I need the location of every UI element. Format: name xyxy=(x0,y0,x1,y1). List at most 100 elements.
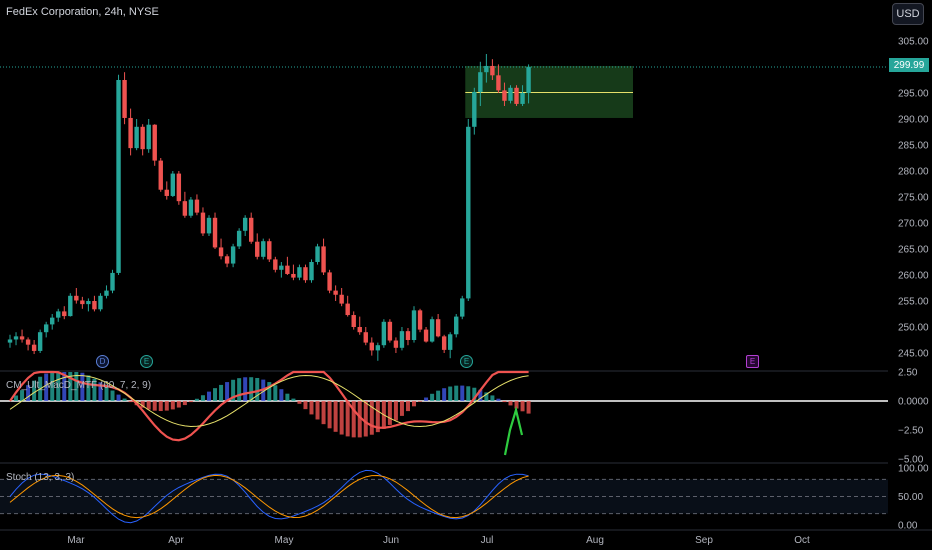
macd-histogram-bar xyxy=(249,377,254,401)
candle-body xyxy=(327,272,332,291)
macd-histogram-bar xyxy=(405,401,410,412)
macd-histogram-bar xyxy=(363,401,368,437)
candle xyxy=(496,64,501,93)
macd-histogram-bar xyxy=(140,401,145,408)
candle xyxy=(194,194,200,216)
candle-body xyxy=(351,315,356,327)
candle-body xyxy=(25,339,31,345)
macd-axis-tick: 0.0000 xyxy=(898,397,929,408)
macd-histogram-bar xyxy=(442,388,447,401)
chart-title: FedEx Corporation, 24h, NYSE xyxy=(6,6,159,18)
candle xyxy=(429,316,435,343)
macd-histogram-bar xyxy=(327,401,332,429)
candle-body xyxy=(381,321,387,346)
candle xyxy=(56,308,61,322)
candle xyxy=(460,295,465,320)
candle xyxy=(399,327,405,351)
candle-body xyxy=(37,332,43,351)
macd-histogram-bar xyxy=(158,401,163,412)
candle-body xyxy=(387,321,393,341)
candle-body xyxy=(399,331,405,348)
candle xyxy=(182,191,188,218)
stoch-indicator-label[interactable]: Stoch (13, 3, 3) xyxy=(6,472,75,483)
macd-histogram-bar xyxy=(20,390,25,401)
candle-body xyxy=(363,332,368,343)
candle xyxy=(472,87,477,135)
macd-histogram-bar xyxy=(32,380,37,401)
currency-button[interactable]: USD xyxy=(892,3,924,25)
candle xyxy=(146,119,151,153)
candle-body xyxy=(74,295,79,301)
candle xyxy=(327,269,332,294)
earnings-event-icon[interactable]: E xyxy=(460,355,473,368)
macd-signal-line xyxy=(9,374,529,428)
candle-body xyxy=(7,339,13,343)
macd-histogram-bar xyxy=(424,397,429,401)
candle xyxy=(25,337,31,351)
candle-body xyxy=(31,344,37,351)
candle xyxy=(279,262,284,278)
candle xyxy=(62,306,67,320)
macd-histogram-bar xyxy=(164,401,169,411)
macd-axis-tick: 2.50 xyxy=(898,368,918,379)
candle-body xyxy=(508,87,513,101)
candle xyxy=(321,238,326,275)
candle-body xyxy=(502,90,507,101)
candle xyxy=(345,295,350,317)
candle-body xyxy=(152,124,157,161)
candle-body xyxy=(267,241,272,260)
macd-histogram-bar xyxy=(188,401,193,403)
dividend-event-icon[interactable]: D xyxy=(96,355,109,368)
macd-histogram-bar xyxy=(116,394,121,401)
price-axis-tick: 270.00 xyxy=(898,219,929,230)
upcoming-earnings-event-icon[interactable]: E xyxy=(746,355,759,368)
candle xyxy=(134,119,139,151)
candle xyxy=(43,321,49,338)
candle-body xyxy=(345,303,350,316)
candle-body xyxy=(194,199,200,213)
candle-body xyxy=(490,65,495,76)
candle-body xyxy=(170,173,176,196)
candle-body xyxy=(466,126,471,299)
candle xyxy=(297,264,302,281)
candle xyxy=(37,329,43,353)
macd-histogram-bar xyxy=(213,388,218,401)
macd-histogram-bar xyxy=(279,389,284,401)
candle xyxy=(351,311,356,330)
macd-histogram-bar xyxy=(303,401,308,410)
macd-histogram-bar xyxy=(194,398,199,401)
candle xyxy=(466,119,471,301)
macd-histogram-bar xyxy=(297,401,302,404)
candle-body xyxy=(460,298,465,317)
candle xyxy=(212,212,218,249)
candle-body xyxy=(182,201,188,216)
macd-histogram-bar xyxy=(472,387,477,401)
price-axis-tick: 275.00 xyxy=(898,193,929,204)
candle xyxy=(441,334,447,353)
macd-histogram-bar xyxy=(219,384,224,401)
macd-histogram-bar xyxy=(387,401,392,425)
candle-body xyxy=(496,75,501,91)
time-axis-tick: Mar xyxy=(67,535,85,546)
candle-body xyxy=(309,262,314,281)
candle xyxy=(86,298,91,312)
macd-axis-tick: −5.00 xyxy=(898,455,924,466)
candle-body xyxy=(441,336,447,350)
macd-indicator-label[interactable]: CM_Ult_MacD_MTF (60, 7, 2, 9) xyxy=(6,380,152,391)
candle-body xyxy=(176,173,182,202)
macd-histogram-bar xyxy=(514,401,519,409)
price-axis-tick: 250.00 xyxy=(898,323,929,334)
candle xyxy=(369,337,374,356)
macd-histogram-bar xyxy=(333,401,338,432)
candle xyxy=(405,328,411,346)
macd-histogram-bar xyxy=(26,385,31,401)
candle-body xyxy=(212,217,218,248)
macd-histogram-bar xyxy=(92,378,97,401)
macd-histogram-bar xyxy=(80,372,85,401)
candle-body xyxy=(285,265,290,274)
earnings-event-icon[interactable]: E xyxy=(140,355,153,368)
candle-body xyxy=(128,117,133,149)
candle-body xyxy=(417,310,423,330)
macd-histogram-bar xyxy=(152,401,157,411)
